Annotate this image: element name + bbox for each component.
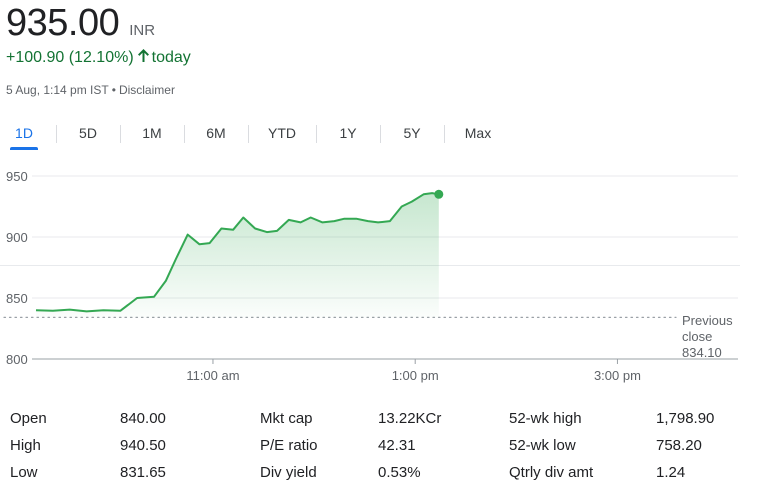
stat-label-open: Open xyxy=(10,410,47,427)
y-tick-label: 950 xyxy=(6,169,28,184)
tab-divider xyxy=(120,125,121,143)
dot-separator: • xyxy=(111,83,116,97)
previous-close-label: Previous xyxy=(682,313,733,328)
stat-value-mkt-cap: 13.22KCr xyxy=(378,410,442,427)
stat-value-qtrly-div: 1.24 xyxy=(656,464,686,481)
stat-value-low: 831.65 xyxy=(120,464,166,481)
quote-timestamp: 5 Aug, 1:14 pm IST xyxy=(6,83,109,97)
stat-label-52wk-low: 52-wk low xyxy=(509,437,576,454)
arrow-up-icon xyxy=(137,49,149,67)
stat-value-52wk-high: 1,798.90 xyxy=(656,410,715,427)
stat-label-div-yield: Div yield xyxy=(260,464,317,481)
stat-label-pe-ratio: P/E ratio xyxy=(260,437,318,454)
tab-divider xyxy=(444,125,445,143)
tab-1m[interactable]: 1M xyxy=(142,125,162,141)
stat-label-high: High xyxy=(10,437,41,454)
tab-5y[interactable]: 5Y xyxy=(403,125,421,141)
current-price: 935.00 xyxy=(6,2,120,44)
previous-close-label: close xyxy=(682,329,712,344)
x-tick-label: 11:00 am xyxy=(186,368,239,383)
x-tick-label: 3:00 pm xyxy=(594,368,641,383)
price-area xyxy=(36,193,439,318)
tab-ytd[interactable]: YTD xyxy=(268,125,296,141)
quote-header: 935.00 INR xyxy=(6,2,155,45)
last-price-dot xyxy=(434,189,444,199)
x-tick-label: 1:00 pm xyxy=(392,368,439,383)
tab-1y[interactable]: 1Y xyxy=(339,125,357,141)
tab-5d[interactable]: 5D xyxy=(79,125,97,141)
quote-meta: 5 Aug, 1:14 pm IST • Disclaimer xyxy=(6,83,175,97)
tab-divider xyxy=(316,125,317,143)
price-chart[interactable]: 800 850 900 950 11:00 am 1:00 pm 3:00 pm Previo… xyxy=(0,156,760,392)
tab-divider xyxy=(184,125,185,143)
tab-divider xyxy=(380,125,381,143)
range-tabs: 1D 5D 1M 6M YTD 1Y 5Y Max xyxy=(0,116,760,266)
tab-6m[interactable]: 6M xyxy=(206,125,226,141)
stat-label-qtrly-div: Qtrly div amt xyxy=(509,464,594,481)
price-change: +100.90 (12.10%) xyxy=(6,49,134,66)
change-period: today xyxy=(151,49,191,66)
currency-code: INR xyxy=(129,22,156,39)
y-tick-label: 800 xyxy=(6,352,28,367)
stat-value-high: 940.50 xyxy=(120,437,166,454)
stat-value-52wk-low: 758.20 xyxy=(656,437,702,454)
tab-1d[interactable]: 1D xyxy=(6,116,42,150)
stat-value-pe-ratio: 42.31 xyxy=(378,437,416,454)
previous-close-label: 834.10 xyxy=(682,345,722,360)
stat-value-open: 840.00 xyxy=(120,410,166,427)
stat-label-low: Low xyxy=(10,464,38,481)
y-tick-label: 850 xyxy=(6,291,28,306)
y-tick-label: 900 xyxy=(6,230,28,245)
tab-divider xyxy=(248,125,249,143)
tab-max[interactable]: Max xyxy=(464,125,492,141)
price-line xyxy=(35,192,439,313)
disclaimer-link[interactable]: Disclaimer xyxy=(118,83,175,97)
stat-label-mkt-cap: Mkt cap xyxy=(260,410,313,427)
price-change-row: +100.90 (12.10%) today xyxy=(6,49,191,67)
tab-divider xyxy=(56,125,57,143)
stat-label-52wk-high: 52-wk high xyxy=(509,410,582,427)
stat-value-div-yield: 0.53% xyxy=(378,464,421,481)
